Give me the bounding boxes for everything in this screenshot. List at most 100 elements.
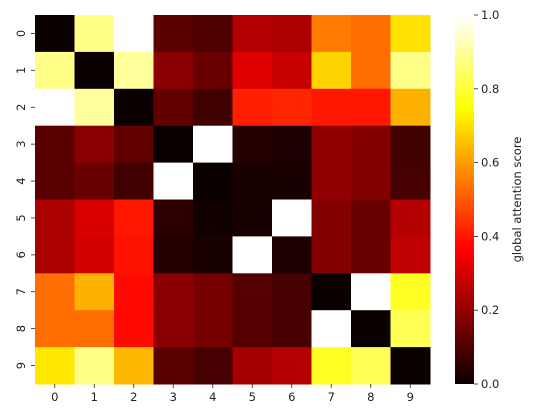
- x-tick-label-6: 6: [288, 390, 295, 404]
- heatmap-cell-4-6: [272, 162, 312, 200]
- colorbar-tick-label-3: 0.6: [481, 156, 499, 170]
- heatmap-cell-8-1: [74, 310, 115, 348]
- heatmap-cell-7-8: [351, 273, 391, 311]
- heatmap-cell-8-5: [232, 310, 273, 348]
- heatmap-cell-3-7: [311, 125, 352, 164]
- heatmap-cell-4-9: [390, 162, 431, 200]
- heatmap-cell-5-7: [311, 199, 352, 237]
- heatmap-cell-1-5: [232, 51, 273, 90]
- heatmap-cell-5-1: [74, 199, 115, 237]
- y-tick-label-9: 9: [14, 362, 28, 369]
- heatmap-cell-3-8: [351, 125, 391, 164]
- y-axis: 0 1 2 3 4 5 6 7 8 9: [14, 30, 35, 369]
- heatmap-cell-0-9: [390, 15, 431, 53]
- colorbar-gradient: [455, 15, 474, 384]
- heatmap-cell-4-2: [114, 162, 154, 200]
- heatmap-cell-0-0: [35, 15, 75, 53]
- heatmap-cell-9-6: [272, 347, 312, 385]
- heatmap-cell-0-1: [74, 15, 115, 53]
- heatmap-cell-3-9: [390, 125, 431, 164]
- heatmap-cell-9-3: [153, 347, 194, 385]
- heatmap-cell-6-0: [35, 236, 75, 274]
- heatmap-cell-8-9: [390, 310, 431, 348]
- heatmap-cell-2-5: [232, 88, 273, 127]
- heatmap-cell-5-8: [351, 199, 391, 237]
- heatmap-cell-1-9: [390, 51, 431, 90]
- heatmap-cell-3-2: [114, 125, 154, 164]
- heatmap-cell-0-2: [114, 15, 154, 53]
- heatmap-cells: [35, 15, 431, 385]
- colorbar: 0.0 0.2 0.4 0.6 0.8 1.0 global attention scor…: [455, 8, 524, 391]
- y-tick-label-3: 3: [14, 140, 28, 147]
- y-tick-label-0: 0: [14, 30, 28, 37]
- heatmap-cell-6-3: [153, 236, 194, 274]
- y-tick-label-7: 7: [14, 288, 28, 295]
- heatmap-cell-6-5: [232, 236, 273, 274]
- heatmap-cell-4-1: [74, 162, 115, 200]
- heatmap-cell-3-6: [272, 125, 312, 164]
- y-tick-label-2: 2: [14, 104, 28, 111]
- heatmap-cell-4-7: [311, 162, 352, 200]
- heatmap-cell-6-1: [74, 236, 115, 274]
- heatmap-cell-1-2: [114, 51, 154, 90]
- heatmap-cell-8-2: [114, 310, 154, 348]
- heatmap-cell-2-8: [351, 88, 391, 127]
- heatmap-cell-9-8: [351, 347, 391, 385]
- heatmap-cell-2-2: [114, 88, 154, 127]
- heatmap-cell-3-1: [74, 125, 115, 164]
- heatmap-cell-9-7: [311, 347, 352, 385]
- heatmap-cell-3-0: [35, 125, 75, 164]
- heatmap-cell-6-9: [390, 236, 431, 274]
- heatmap-cell-8-3: [153, 310, 194, 348]
- heatmap-cell-7-2: [114, 273, 154, 311]
- heatmap-cell-8-7: [311, 310, 352, 348]
- y-tick-label-8: 8: [14, 325, 28, 332]
- heatmap-cell-6-8: [351, 236, 391, 274]
- colorbar-ticks: 0.0 0.2 0.4 0.6 0.8 1.0: [474, 8, 499, 391]
- heatmap-cell-9-1: [74, 347, 115, 385]
- x-tick-label-2: 2: [130, 390, 137, 404]
- heatmap-cell-4-5: [232, 162, 273, 200]
- heatmap-cell-3-4: [193, 125, 233, 164]
- heatmap-cell-2-3: [153, 88, 194, 127]
- heatmap-cell-2-7: [311, 88, 352, 127]
- heatmap-cell-0-5: [232, 15, 273, 53]
- heatmap-cell-1-4: [193, 51, 233, 90]
- x-tick-label-7: 7: [328, 390, 335, 404]
- heatmap-cell-0-4: [193, 15, 233, 53]
- colorbar-tick-label-4: 0.8: [481, 82, 499, 96]
- heatmap-cell-5-3: [153, 199, 194, 237]
- y-tick-label-4: 4: [14, 177, 28, 184]
- heatmap-cell-1-6: [272, 51, 312, 90]
- heatmap-cell-7-0: [35, 273, 75, 311]
- heatmap-cell-4-4: [193, 162, 233, 200]
- heatmap-cell-6-7: [311, 236, 352, 274]
- x-axis: 0 1 2 3 4 5 6 7 8 9: [51, 384, 414, 404]
- x-tick-label-3: 3: [170, 390, 177, 404]
- x-tick-label-8: 8: [367, 390, 374, 404]
- x-tick-label-1: 1: [91, 390, 98, 404]
- heatmap-cell-7-1: [74, 273, 115, 311]
- colorbar-label: global attention score: [510, 137, 524, 263]
- heatmap-cell-2-0: [35, 88, 75, 127]
- heatmap-cell-4-3: [153, 162, 194, 200]
- heatmap-cell-5-5: [232, 199, 273, 237]
- x-tick-label-9: 9: [407, 390, 414, 404]
- heatmap-cell-2-4: [193, 88, 233, 127]
- heatmap-cell-8-8: [351, 310, 391, 348]
- heatmap-cell-5-9: [390, 199, 431, 237]
- heatmap-cell-6-4: [193, 236, 233, 274]
- heatmap-cell-1-7: [311, 51, 352, 90]
- heatmap-cell-7-7: [311, 273, 352, 311]
- heatmap-cell-7-5: [232, 273, 273, 311]
- heatmap-cell-9-4: [193, 347, 233, 385]
- heatmap-cell-7-3: [153, 273, 194, 311]
- colorbar-tick-label-5: 1.0: [481, 8, 499, 22]
- heatmap-cell-5-6: [272, 199, 312, 237]
- x-tick-label-4: 4: [209, 390, 216, 404]
- heatmap-cell-5-2: [114, 199, 154, 237]
- colorbar-tick-label-0: 0.0: [481, 377, 499, 391]
- colorbar-tick-label-2: 0.4: [481, 229, 499, 243]
- heatmap-cell-1-8: [351, 51, 391, 90]
